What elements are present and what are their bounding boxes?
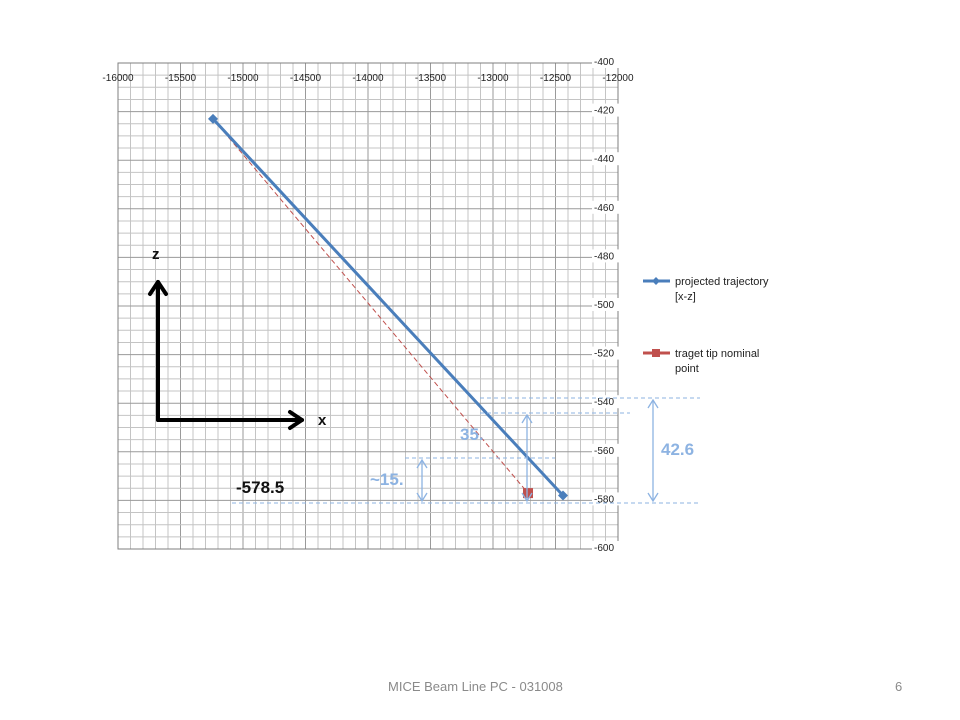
legend-entry: projected trajectory [x-z] bbox=[675, 276, 769, 303]
grid bbox=[118, 63, 618, 549]
y-tick-label-bg bbox=[592, 492, 620, 506]
value-label-578: -578.5 bbox=[236, 478, 284, 497]
footer-text: MICE Beam Line PC - 031008 bbox=[388, 679, 563, 694]
z-axis-letter: z bbox=[152, 246, 160, 263]
y-tick-label: -540 bbox=[594, 397, 614, 408]
annotations: 35. ~15. 42.6 -578.5 z x bbox=[148, 246, 700, 504]
page-number: 6 bbox=[895, 679, 903, 694]
y-tick-label-bg bbox=[592, 541, 620, 554]
reference-dashed-line bbox=[212, 118, 529, 494]
y-tick-label: -400 bbox=[594, 57, 614, 68]
y-tick-label: -500 bbox=[594, 300, 614, 311]
data-point bbox=[208, 113, 218, 124]
y-tick-label-bg bbox=[592, 249, 620, 263]
x-tick-label: -15000 bbox=[227, 73, 259, 84]
y-tick-label-bg bbox=[592, 298, 620, 311]
x-tick-label: -13500 bbox=[415, 73, 447, 84]
legend-marker bbox=[652, 349, 660, 357]
y-tick-label-bg bbox=[592, 103, 620, 117]
x-tick-label: -14500 bbox=[290, 73, 322, 84]
x-tick-label: -12000 bbox=[602, 73, 634, 84]
dimension-label-15: ~15. bbox=[370, 470, 404, 489]
y-tick-label-bg bbox=[592, 346, 620, 360]
y-tick-label: -480 bbox=[594, 251, 614, 262]
series-line-0 bbox=[211, 117, 565, 497]
x-tick-label: -16000 bbox=[102, 73, 134, 84]
legend: projected trajectory [x-z] traget tip nomi… bbox=[643, 276, 769, 375]
x-tick-label: -12500 bbox=[540, 73, 572, 84]
dimension-label-42: 42.6 bbox=[661, 440, 694, 459]
y-tick-label-bg bbox=[592, 152, 620, 166]
legend-marker bbox=[652, 277, 660, 285]
y-tick-label: -600 bbox=[594, 543, 614, 554]
data-point bbox=[523, 488, 533, 499]
dimension-label-35: 35. bbox=[460, 425, 484, 444]
y-tick-label-bg bbox=[592, 55, 620, 68]
x-tick-label: -13000 bbox=[477, 73, 509, 84]
y-tick-label: -560 bbox=[594, 446, 614, 457]
y-tick-label: -460 bbox=[594, 203, 614, 214]
x-tick-label: -14000 bbox=[352, 73, 384, 84]
data-point bbox=[558, 490, 568, 501]
y-tick-label-bg bbox=[592, 443, 620, 457]
legend-entry: traget tip nominal point bbox=[675, 348, 759, 375]
y-tick-label: -580 bbox=[594, 494, 614, 505]
y-tick-label: -520 bbox=[594, 349, 614, 360]
y-tick-label: -440 bbox=[594, 154, 614, 165]
x-axis-letter: x bbox=[318, 412, 327, 429]
y-tick-label: -420 bbox=[594, 106, 614, 117]
y-tick-label-bg bbox=[592, 200, 620, 214]
series bbox=[208, 113, 568, 501]
tick-labels: -16000 -15500 -15000 -14500 -14000 -13500 -130… bbox=[102, 55, 634, 554]
x-tick-label: -15500 bbox=[165, 73, 197, 84]
